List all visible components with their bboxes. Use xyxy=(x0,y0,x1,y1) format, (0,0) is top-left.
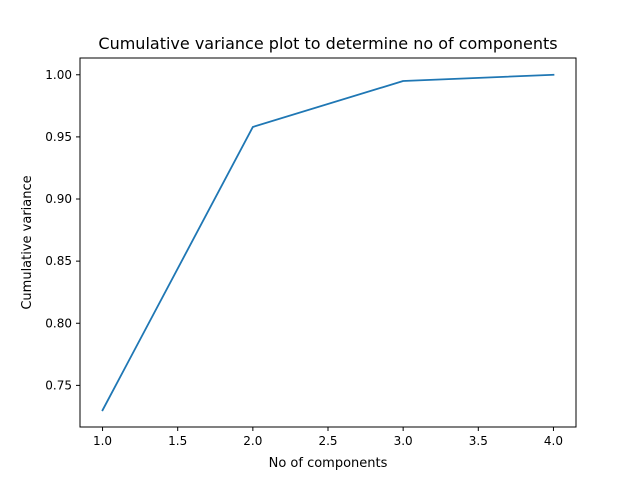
y-axis-label: Cumulative variance xyxy=(20,175,35,309)
plot-area-frame xyxy=(79,57,577,428)
y-tick-label: 1.00 xyxy=(45,68,72,82)
x-tick-label: 2.5 xyxy=(318,434,337,448)
y-tick-label: 0.95 xyxy=(45,130,72,144)
x-tick-label: 4.0 xyxy=(544,434,563,448)
x-tick-label: 3.5 xyxy=(469,434,488,448)
series-layer xyxy=(101,73,555,412)
y-tick-label: 0.85 xyxy=(45,254,72,268)
y-axis-ticks: 0.75 0.80 0.85 0.90 0.95 1.00 xyxy=(45,68,80,392)
x-axis-label: No of components xyxy=(269,456,388,471)
y-tick-label: 0.75 xyxy=(45,378,72,392)
x-tick-label: 3.0 xyxy=(394,434,413,448)
x-axis-ticks: 1.0 1.5 2.0 2.5 3.0 3.5 4.0 xyxy=(93,427,563,448)
x-tick-label: 1.5 xyxy=(168,434,187,448)
y-tick-label: 0.90 xyxy=(45,192,72,206)
chart-title: Cumulative variance plot to determine no… xyxy=(98,34,557,53)
series-line xyxy=(101,73,555,412)
x-tick-label: 2.0 xyxy=(243,434,262,448)
y-tick-label: 0.80 xyxy=(45,316,72,330)
x-tick-label: 1.0 xyxy=(93,434,112,448)
